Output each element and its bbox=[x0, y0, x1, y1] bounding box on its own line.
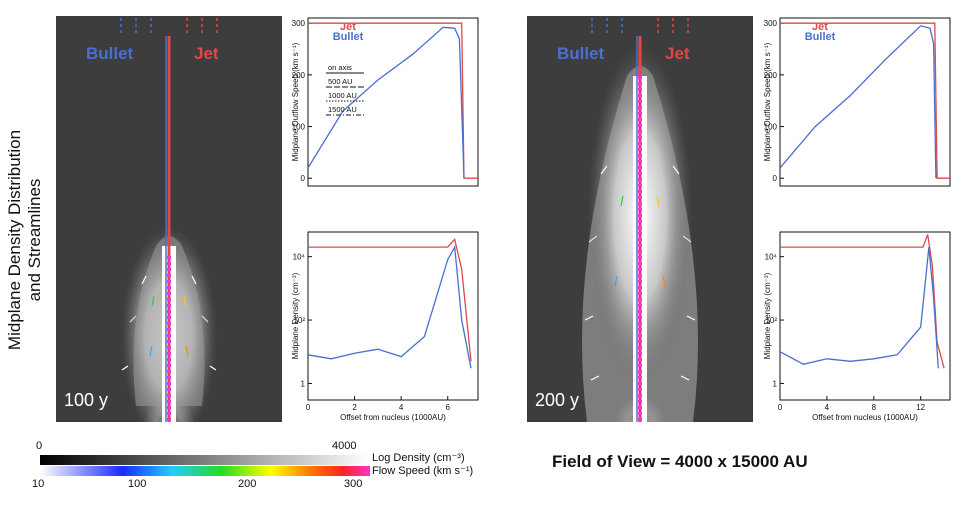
series-line-jet bbox=[308, 22, 478, 179]
x-tick-label: 0 bbox=[306, 403, 311, 412]
x-tick-label: 0 bbox=[778, 403, 783, 412]
series-line-jet bbox=[780, 234, 945, 369]
colorbar-density-max: 4000 bbox=[332, 440, 357, 452]
colorbar-speed-tick-200: 200 bbox=[238, 478, 257, 490]
series-line-jet bbox=[308, 238, 472, 362]
time-label-200y: 200 y bbox=[535, 390, 580, 410]
y-tick-label: 10² bbox=[765, 316, 777, 325]
colorbar-speed bbox=[40, 466, 370, 476]
y-axis-label: Midplane Density (cm⁻³) bbox=[763, 272, 772, 359]
x-tick-label: 12 bbox=[916, 403, 925, 412]
map-graphic-100y bbox=[56, 16, 282, 446]
legend-jet: Jet bbox=[812, 21, 828, 33]
plot-speed-100y: 0 100 200 300 Midplane Outflow Speed (km s⁻¹… bbox=[288, 8, 484, 218]
jet-label-100y: Jet bbox=[194, 44, 219, 63]
chart-0: 0 100 200 300 Midplane Outflow Speed (km s⁻¹… bbox=[291, 17, 479, 187]
y-tick-label: 1 bbox=[773, 379, 778, 388]
legend-line-style: on axis bbox=[328, 63, 352, 72]
x-axis-label: Offset from nucleus (1000AU) bbox=[812, 413, 918, 422]
legend-bullet: Bullet bbox=[333, 31, 364, 43]
plot-density-100y: 1 10² 10⁴ 0 2 4 6 Midplane Density (cm⁻³) Offset… bbox=[288, 222, 484, 432]
vertical-figure-title: Midplane Density Distribution and Stream… bbox=[0, 0, 46, 430]
plot-frame bbox=[779, 231, 951, 401]
y-axis-label: Midplane Density (cm⁻³) bbox=[291, 272, 300, 359]
x-axis-label: Offset from nucleus (1000AU) bbox=[340, 413, 446, 422]
jet-label-200y: Jet bbox=[665, 44, 690, 63]
map-graphic-200y bbox=[527, 16, 753, 422]
y-tick-label: 10⁴ bbox=[293, 253, 306, 262]
legend-bullet: Bullet bbox=[805, 31, 836, 43]
x-tick-label: 4 bbox=[825, 403, 830, 412]
bullet-label-200y: Bullet bbox=[557, 44, 605, 63]
series-line-bullet bbox=[779, 25, 937, 179]
y-axis-label: Midplane Outflow Speed (km s⁻¹) bbox=[763, 42, 772, 161]
y-tick-label: 100 bbox=[292, 123, 306, 132]
series-line-bullet bbox=[779, 247, 939, 369]
plot-speed-200y: 0 100 200 300 Midplane Outflow Speed (km s⁻¹… bbox=[760, 8, 956, 218]
series-line-bullet bbox=[307, 244, 472, 369]
colorbar-speed-tick-100: 100 bbox=[128, 478, 147, 490]
vertical-title-line2: and Streamlines bbox=[25, 179, 44, 302]
plot-frame bbox=[307, 231, 479, 401]
x-tick-label: 6 bbox=[445, 403, 450, 412]
time-label-100y: 100 y bbox=[64, 390, 109, 410]
y-tick-label: 200 bbox=[764, 71, 778, 80]
legend-line-style: 1000 AU bbox=[328, 91, 357, 100]
colorbar-density bbox=[40, 455, 370, 465]
y-tick-label: 0 bbox=[773, 174, 778, 183]
plot-frame bbox=[779, 17, 951, 187]
chart-2: 0 100 200 300 Midplane Outflow Speed (km s⁻¹… bbox=[763, 17, 951, 187]
x-tick-label: 4 bbox=[399, 403, 404, 412]
colorbar-speed-tick-10: 10 bbox=[32, 478, 45, 490]
y-axis-label: Midplane Outflow Speed (km s⁻¹) bbox=[291, 42, 300, 161]
y-tick-label: 0 bbox=[301, 174, 306, 183]
chart-3: 1 10² 10⁴ 0 4 8 12 Midplane Density (cm⁻³) Offse… bbox=[763, 231, 951, 422]
plot-density-200y: 1 10² 10⁴ 0 4 8 12 Midplane Density (cm⁻³) Offse… bbox=[760, 222, 956, 432]
simulation-map-200y: Bullet Jet 200 y bbox=[527, 16, 753, 422]
series-line-bullet bbox=[307, 26, 465, 179]
colorbar-density-label: Log Density (cm⁻³) bbox=[372, 452, 465, 464]
colorbar-density-min: 0 bbox=[36, 440, 43, 452]
plot-frame bbox=[307, 17, 479, 187]
y-tick-label: 100 bbox=[764, 123, 778, 132]
vertical-title-line1: Midplane Density Distribution bbox=[5, 130, 24, 350]
simulation-map-100y: Bullet Jet 100 y bbox=[56, 16, 282, 446]
y-tick-label: 10² bbox=[293, 316, 305, 325]
bullet-label-100y: Bullet bbox=[86, 44, 134, 63]
legend-jet: Jet bbox=[340, 21, 356, 33]
y-tick-label: 200 bbox=[292, 71, 306, 80]
y-tick-label: 1 bbox=[301, 379, 306, 388]
legend-line-style: 500 AU bbox=[328, 77, 353, 86]
y-tick-label: 300 bbox=[764, 19, 778, 28]
field-of-view-caption: Field of View = 4000 x 15000 AU bbox=[552, 452, 808, 471]
colorbar-speed-label: Flow Speed (km s⁻¹) bbox=[372, 465, 474, 477]
x-tick-label: 2 bbox=[352, 403, 357, 412]
legend-line-style: 1500 AU bbox=[328, 105, 357, 114]
y-tick-label: 300 bbox=[292, 19, 306, 28]
x-tick-label: 8 bbox=[872, 403, 877, 412]
colorbar-speed-tick-300: 300 bbox=[344, 478, 363, 490]
series-line-jet bbox=[780, 22, 950, 179]
y-tick-label: 10⁴ bbox=[765, 253, 778, 262]
chart-1: 1 10² 10⁴ 0 2 4 6 Midplane Density (cm⁻³) Offset… bbox=[291, 231, 479, 422]
